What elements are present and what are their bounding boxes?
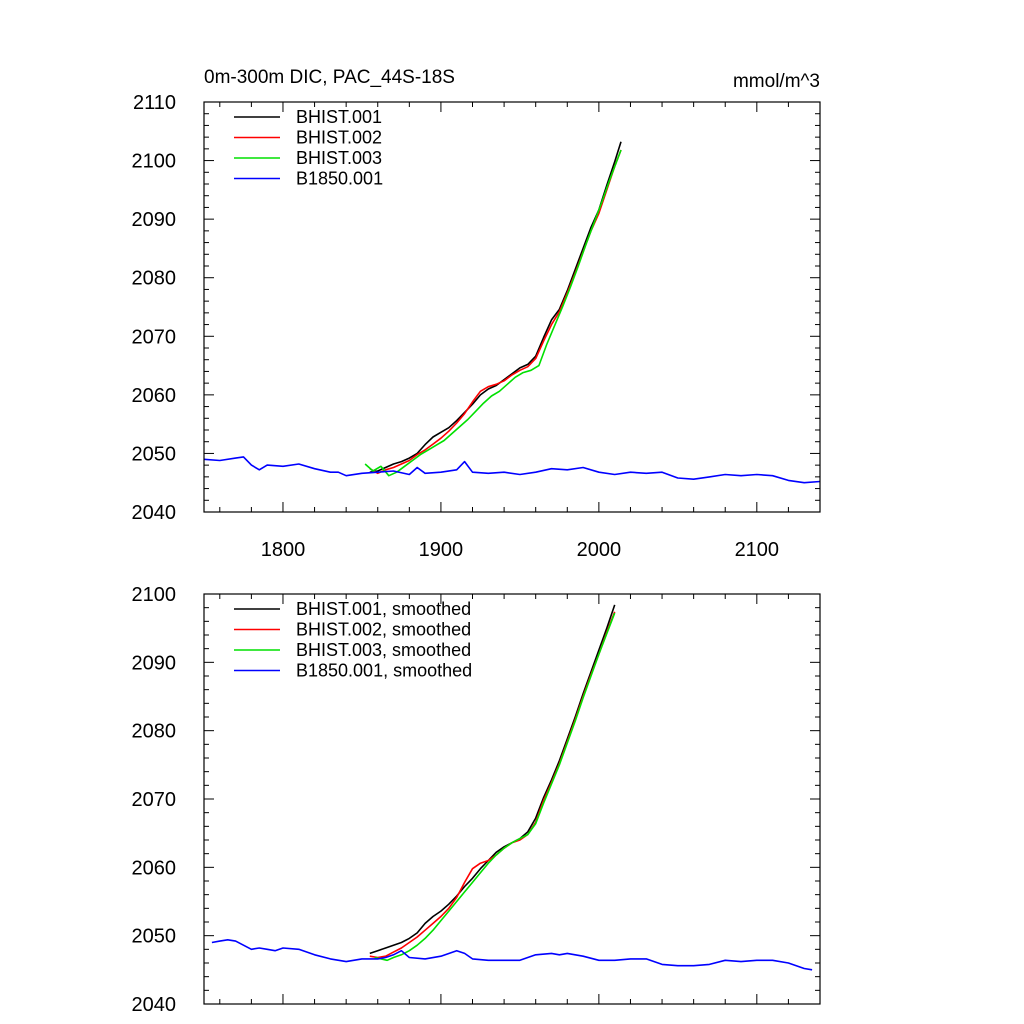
legend-label-3: B1850.001	[296, 169, 383, 189]
series-line-3	[211, 938, 813, 971]
x-tick-label: 1800	[261, 539, 306, 561]
plot-frame	[203, 101, 821, 513]
bottom-panel: 2040 2050 2060 2070 2080 2090 2100 BHIST.001, s…	[132, 584, 821, 1016]
chart-title: 0m-300m DIC, PAC_44S-18S	[204, 67, 455, 88]
y-tick-label: 2060	[132, 385, 177, 407]
x-tick-label: 1900	[419, 539, 464, 561]
series-line-2	[374, 612, 616, 962]
top-panel: 2040 2050 2060 2070 2080 2090 2100 2110 1800 1900…	[132, 92, 821, 561]
series-line-3	[203, 456, 821, 484]
legend-label-3: B1850.001, smoothed	[296, 661, 472, 681]
series-line-0	[369, 604, 616, 955]
y-tick-label: 2100	[132, 151, 177, 173]
series-line-2	[364, 149, 622, 477]
x-tick-label: 2100	[735, 539, 780, 561]
series-line-1	[369, 149, 622, 475]
legend-label-1: BHIST.002	[296, 128, 382, 148]
y-tick-label: 2050	[132, 926, 177, 948]
y-tick-label: 2040	[132, 994, 177, 1016]
legend-label-0: BHIST.001, smoothed	[296, 599, 471, 619]
series-line-0	[369, 141, 622, 473]
y-tick-label: 2100	[132, 584, 177, 606]
y-tick-label: 2080	[132, 721, 177, 743]
series-lines	[203, 141, 821, 484]
legend-label-0: BHIST.001	[296, 107, 382, 127]
y-tick-label: 2090	[132, 652, 177, 674]
legend-label-2: BHIST.003, smoothed	[296, 640, 471, 660]
y-tick-label: 2070	[132, 326, 177, 348]
units-label: mmol/m^3	[733, 71, 820, 92]
legend-label-2: BHIST.003	[296, 148, 382, 168]
y-tick-label: 2060	[132, 857, 177, 879]
axis-ticks	[204, 101, 821, 513]
y-tick-label: 2090	[132, 209, 177, 231]
y-tick-label: 2070	[132, 789, 177, 811]
series-lines	[211, 604, 813, 971]
x-tick-label: 2000	[577, 539, 622, 561]
y-tick-label: 2040	[132, 502, 177, 524]
legend-label-1: BHIST.002, smoothed	[296, 620, 471, 640]
y-tick-label: 2080	[132, 268, 177, 290]
y-tick-label: 2050	[132, 443, 177, 465]
y-tick-label: 2110	[133, 92, 176, 114]
axis-ticks	[204, 593, 821, 1005]
